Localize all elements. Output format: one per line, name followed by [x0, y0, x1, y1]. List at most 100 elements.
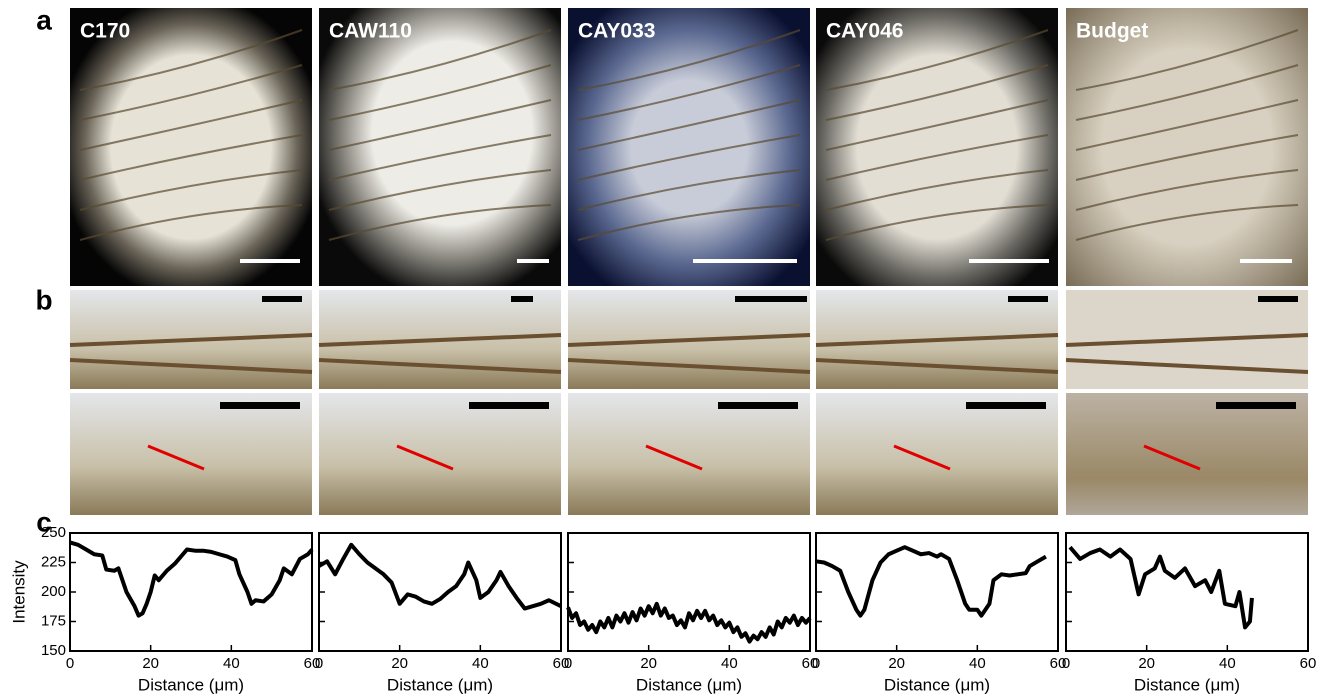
scale-bar [1240, 259, 1292, 263]
x-axis-label: Distance (μm) [387, 675, 493, 694]
wing-vein [825, 64, 1049, 121]
wing-vein [318, 333, 562, 374]
scale-bar [966, 402, 1046, 409]
scale-bar [240, 259, 300, 263]
x-tick-label: 20 [142, 655, 159, 672]
wing-vein [1075, 64, 1299, 121]
plot-frame [815, 532, 1059, 652]
y-tick-label: 250 [41, 524, 66, 541]
wing-vein [79, 99, 303, 151]
wing-vein [1075, 134, 1299, 181]
wing-vein [79, 64, 303, 121]
profile-line [396, 444, 454, 471]
wing-image [70, 8, 312, 286]
plot-frame [69, 532, 313, 652]
wing-vein [328, 99, 552, 151]
wing-vein [328, 204, 552, 241]
panel-label: b [35, 284, 52, 315]
scale-bar [262, 296, 302, 302]
wing-vein [69, 333, 313, 374]
wing-vein [1075, 99, 1299, 151]
line-series [566, 601, 812, 644]
scale-bar [693, 259, 797, 263]
x-axis-label: Distance (μm) [138, 675, 244, 694]
wing-vein [328, 64, 552, 121]
scale-bar [718, 402, 798, 409]
wing-vein [815, 333, 1059, 374]
sample-label: Budget [1076, 20, 1148, 43]
line-series [815, 545, 1047, 618]
scale-bar [1258, 296, 1298, 302]
wing-image [319, 8, 561, 286]
line-series [69, 540, 314, 618]
wing-vein [79, 29, 303, 91]
x-tick-label: 40 [472, 655, 489, 672]
wing-vein [577, 134, 801, 181]
wing-vein [1065, 333, 1309, 374]
wing-vein [567, 333, 811, 374]
wing-vein [79, 169, 303, 211]
x-tick-label: 60 [304, 655, 321, 672]
wing-vein [79, 134, 303, 181]
x-tick-label: 40 [721, 655, 738, 672]
wing-image [1066, 8, 1308, 286]
y-tick-label: 150 [41, 642, 66, 659]
profile-line [147, 444, 205, 471]
scale-bar [469, 402, 549, 409]
detail-image [1066, 393, 1308, 515]
x-tick-label: 60 [802, 655, 819, 672]
profile-line [893, 444, 951, 471]
x-axis-label: Distance (μm) [884, 675, 990, 694]
y-axis-label: Intensity [9, 560, 28, 624]
wing-image [816, 8, 1058, 286]
x-tick-label: 0 [812, 655, 820, 672]
sample-label: C170 [80, 20, 130, 43]
profile-line [645, 444, 703, 471]
x-tick-label: 60 [1050, 655, 1067, 672]
y-tick-label: 225 [41, 553, 66, 570]
wing-vein [1075, 204, 1299, 241]
detail-image [568, 393, 810, 515]
x-tick-label: 0 [315, 655, 323, 672]
wing-vein [79, 204, 303, 241]
sample-label: CAW110 [329, 20, 412, 43]
wing-vein [577, 204, 801, 241]
wing-vein [328, 29, 552, 91]
wing-vein [825, 204, 1049, 241]
wing-vein [1075, 169, 1299, 211]
detail-image [319, 393, 561, 515]
detail-image [816, 393, 1058, 515]
wing-vein [577, 64, 801, 121]
sample-label: CAY046 [826, 20, 903, 43]
x-axis-label: Distance (μm) [1134, 675, 1240, 694]
x-tick-label: 20 [888, 655, 905, 672]
wing-vein [328, 134, 552, 181]
scale-bar [969, 259, 1049, 263]
x-tick-label: 40 [1219, 655, 1236, 672]
y-tick-label: 175 [41, 612, 66, 629]
x-tick-label: 60 [553, 655, 570, 672]
wing-image [568, 8, 810, 286]
detail-image [70, 393, 312, 515]
sample-label: CAY033 [578, 20, 655, 43]
wing-vein [577, 29, 801, 91]
x-tick-label: 60 [1300, 655, 1317, 672]
x-tick-label: 40 [969, 655, 986, 672]
wing-vein [577, 99, 801, 151]
line-series [317, 542, 562, 611]
x-tick-label: 20 [1138, 655, 1155, 672]
x-axis-label: Distance (μm) [636, 675, 742, 694]
wing-vein [825, 99, 1049, 151]
x-tick-label: 0 [66, 655, 74, 672]
line-series [1068, 545, 1254, 630]
x-tick-label: 0 [1062, 655, 1070, 672]
x-tick-label: 20 [391, 655, 408, 672]
plot-frame [567, 532, 811, 652]
scale-bar [1216, 402, 1296, 409]
wing-vein [577, 169, 801, 211]
wing-vein [825, 29, 1049, 91]
panel-label: a [36, 4, 52, 35]
plot-frame [1065, 532, 1309, 652]
plot-frame [318, 532, 562, 652]
